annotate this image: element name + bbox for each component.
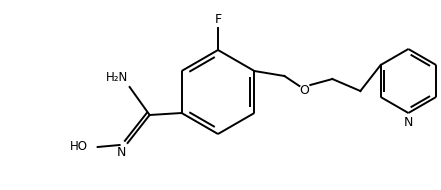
Text: HO: HO xyxy=(70,140,88,154)
Text: H₂N: H₂N xyxy=(105,71,127,84)
Text: N: N xyxy=(404,116,413,129)
Text: O: O xyxy=(299,85,309,97)
Text: N: N xyxy=(116,146,126,159)
Text: F: F xyxy=(214,13,221,26)
